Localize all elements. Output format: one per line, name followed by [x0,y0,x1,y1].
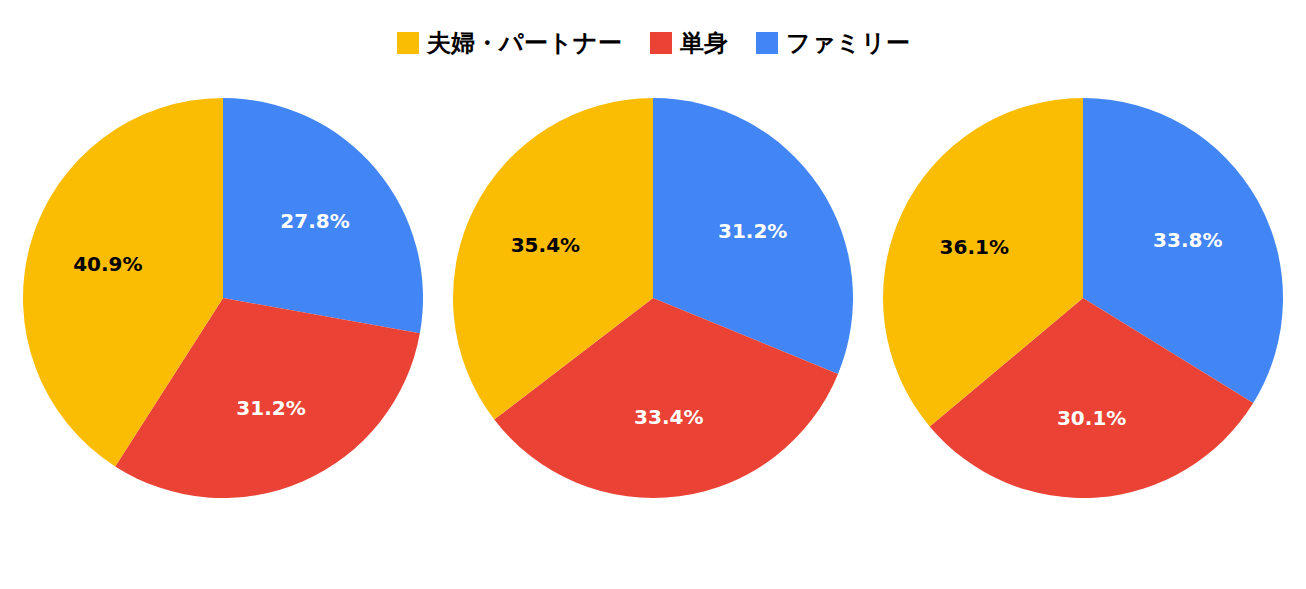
svg-text:33.8%: 33.8% [1153,228,1222,252]
svg-text:30.1%: 30.1% [1057,406,1126,430]
svg-text:33.4%: 33.4% [634,405,703,429]
html-text:夫婦・パートナー: 夫婦・パートナー [426,29,622,57]
svg-text:40.9%: 40.9% [73,252,142,276]
svg-text:31.2%: 31.2% [718,219,787,243]
svg-text:35.4%: 35.4% [511,233,580,257]
html-text:ファミリー: ファミリー [785,29,910,57]
svg-text:27.8%: 27.8% [280,209,349,233]
svg-text:31.2%: 31.2% [236,396,305,420]
svg-text:36.1%: 36.1% [940,235,1009,259]
html-text:単身: 単身 [679,29,728,57]
